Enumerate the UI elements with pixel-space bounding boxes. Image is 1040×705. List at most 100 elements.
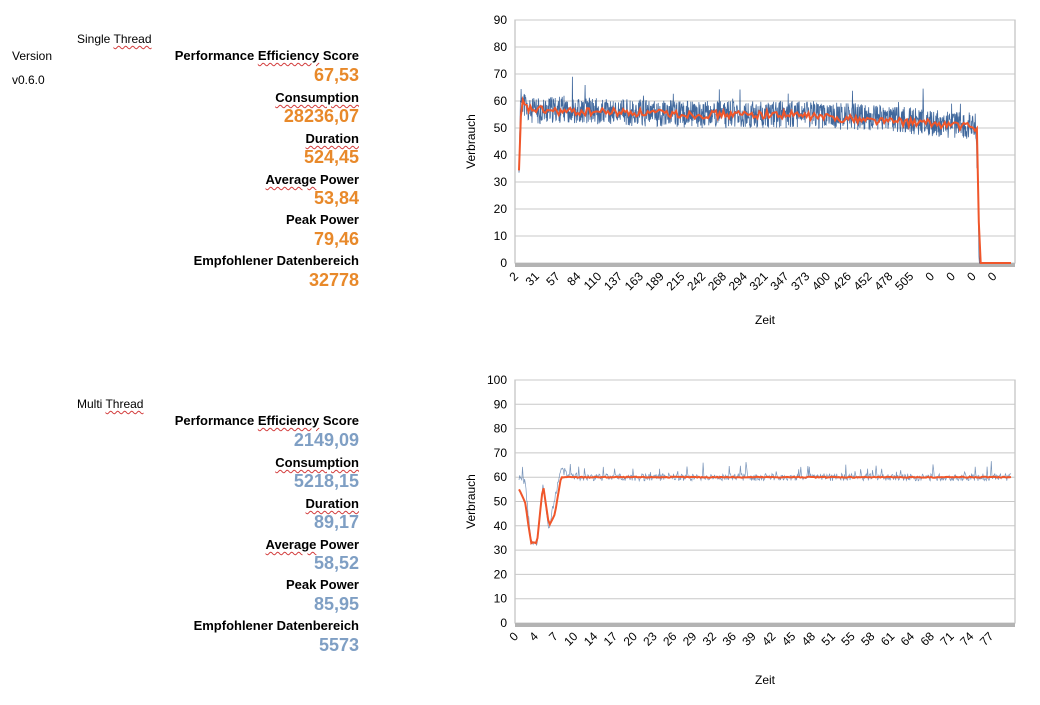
multi-metric-value: 5573 — [318, 635, 359, 655]
y-tick-label: 30 — [494, 175, 508, 189]
spellcheck-word: Efficiency — [257, 413, 320, 428]
x-tick-label: 110 — [581, 269, 605, 293]
x-tick-label: 242 — [684, 269, 708, 293]
spellcheck-word: Efficiency — [257, 48, 320, 63]
single-metric-value: 67,53 — [313, 65, 359, 85]
multi-metric-value: 5218,15 — [293, 471, 359, 491]
x-tick-label: 51 — [819, 629, 839, 649]
x-tick-label: 163 — [622, 269, 646, 293]
single-thread-title-text: Single Thread — [77, 32, 152, 46]
x-axis-title: Zeit — [755, 673, 776, 687]
x-tick-label: 14 — [581, 629, 601, 649]
x-tick-label: 2 — [506, 269, 521, 284]
x-tick-label: 400 — [809, 269, 833, 293]
x-tick-label: 32 — [700, 629, 720, 649]
y-tick-label: 70 — [494, 446, 508, 460]
y-tick-label: 60 — [494, 94, 508, 108]
x-tick-label: 77 — [977, 629, 997, 649]
spellcheck-word: Duration — [305, 131, 359, 146]
y-axis-title: Verbrauch — [464, 474, 478, 529]
y-tick-label: 30 — [494, 543, 508, 557]
single-metric-value: 28236,07 — [283, 106, 359, 126]
x-tick-label: 215 — [663, 269, 687, 293]
multi-metric-value: 2149,09 — [293, 430, 359, 450]
x-tick-label: 57 — [543, 269, 563, 289]
x-tick-label: 36 — [720, 629, 740, 649]
y-tick-label: 100 — [487, 373, 507, 387]
y-tick-label: 20 — [494, 567, 508, 581]
y-tick-label: 70 — [494, 67, 508, 81]
y-tick-label: 50 — [494, 121, 508, 135]
single-metric-value: 524,45 — [303, 147, 359, 167]
single-thread-title: Single Thread — [77, 32, 152, 46]
x-tick-label: 7 — [546, 629, 561, 644]
x-tick-label: 478 — [871, 269, 895, 293]
x-tick-label: 17 — [601, 629, 621, 649]
x-tick-label: 0 — [964, 269, 979, 284]
x-tick-label: 0 — [922, 269, 937, 284]
x-tick-label: 84 — [564, 269, 584, 289]
x-axis-bar — [515, 263, 1015, 267]
x-axis-bar — [515, 623, 1015, 627]
multi-metric-value: 89,17 — [313, 512, 359, 532]
multi-thread-title: Multi Thread — [77, 397, 143, 411]
y-tick-label: 80 — [494, 40, 508, 54]
x-tick-label: 45 — [779, 629, 799, 649]
y-axis-title: Verbrauch — [464, 114, 478, 169]
x-tick-label: 10 — [561, 629, 581, 649]
multi-thread-title-text: Multi Thread — [77, 397, 144, 411]
single-metric-label: Peak Power — [286, 212, 359, 227]
multi-metric-label: Peak Power — [286, 577, 359, 592]
y-tick-label: 0 — [500, 616, 507, 630]
multi-metric-label: Empfohlener Datenbereich — [193, 618, 359, 633]
x-tick-label: 294 — [726, 269, 750, 293]
x-tick-label: 452 — [851, 269, 875, 293]
x-tick-label: 0 — [985, 269, 1000, 284]
x-tick-label: 61 — [878, 629, 898, 649]
y-tick-label: 40 — [494, 519, 508, 533]
spellcheck-word: Thread — [105, 397, 144, 411]
multi-metric-value: 85,95 — [313, 594, 359, 614]
single-metric-label: Average Power — [265, 172, 359, 187]
y-tick-label: 10 — [494, 229, 508, 243]
y-tick-label: 10 — [494, 592, 508, 606]
x-tick-label: 321 — [747, 269, 771, 293]
spellcheck-word: Consumption — [275, 90, 359, 105]
x-axis-title: Zeit — [755, 313, 776, 327]
x-tick-label: 189 — [643, 269, 667, 293]
spellcheck-word: Thread — [113, 32, 152, 46]
spellcheck-word: Average — [265, 537, 317, 552]
x-tick-label: 71 — [937, 629, 957, 649]
y-tick-label: 60 — [494, 470, 508, 484]
x-tick-label: 23 — [640, 629, 660, 649]
x-tick-label: 373 — [788, 269, 812, 293]
x-tick-label: 64 — [898, 629, 918, 649]
multi-metric-label: Average Power — [265, 537, 359, 552]
x-tick-label: 42 — [759, 629, 779, 649]
multi-metric-value: 58,52 — [313, 553, 359, 573]
x-tick-label: 0 — [506, 629, 521, 644]
x-tick-label: 31 — [523, 269, 543, 289]
x-tick-label: 347 — [767, 269, 791, 293]
x-tick-label: 74 — [957, 629, 977, 649]
x-tick-label: 0 — [943, 269, 958, 284]
version-value: v0.6.0 — [12, 73, 45, 87]
x-tick-label: 4 — [526, 629, 541, 644]
spellcheck-word: Average — [265, 172, 317, 187]
single-metric-label: Consumption — [99, 90, 359, 105]
x-tick-label: 48 — [799, 629, 819, 649]
single-metric-value: 79,46 — [313, 229, 359, 249]
y-tick-label: 80 — [494, 422, 508, 436]
y-tick-label: 50 — [494, 495, 508, 509]
smoothed-series-line — [518, 475, 1012, 545]
y-tick-label: 40 — [494, 148, 508, 162]
x-tick-label: 505 — [892, 269, 916, 293]
y-tick-label: 0 — [500, 256, 507, 270]
x-tick-label: 29 — [680, 629, 700, 649]
spellcheck-word: Consumption — [275, 455, 359, 470]
x-tick-label: 268 — [705, 269, 729, 293]
x-tick-label: 58 — [858, 629, 878, 649]
spellcheck-word: Duration — [305, 496, 359, 511]
plot-frame — [514, 19, 1016, 264]
